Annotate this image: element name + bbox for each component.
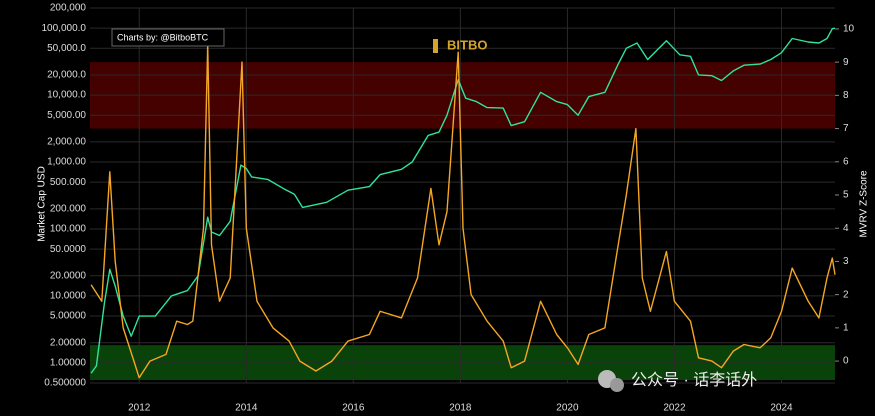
- series-line: [90, 44, 836, 379]
- y2-tick-label: 7: [843, 123, 849, 134]
- watermark-icon: [610, 378, 624, 392]
- y-tick-label: 500.000: [50, 177, 87, 188]
- y-tick-label: 1.00000: [50, 357, 87, 368]
- y-tick-label: 5.00000: [50, 311, 87, 322]
- x-tick-label: 2022: [663, 403, 686, 414]
- y-tick-label: 1,000.00: [47, 157, 86, 168]
- credit: Charts by: @BitboBTC: [117, 32, 209, 42]
- y-tick-label: 20,000.0: [47, 70, 86, 81]
- y-tick-label: 100.000: [50, 224, 87, 235]
- y-tick-label: 200.000: [50, 203, 87, 214]
- y-tick-label: 10,000.0: [47, 90, 86, 101]
- series-line: [90, 27, 836, 374]
- y2-axis-title: MVRV Z-Score: [859, 170, 870, 237]
- y2-tick-label: 3: [843, 256, 849, 267]
- y-tick-label: 2.00000: [50, 337, 87, 348]
- y-tick-label: 100,000.0: [42, 23, 87, 34]
- y2-tick-label: 9: [843, 57, 849, 68]
- y2-tick-label: 8: [843, 90, 849, 101]
- x-tick-label: 2018: [449, 403, 472, 414]
- y-tick-label: 50,000.0: [47, 43, 86, 54]
- watermark: 公众号 · 话李话外: [631, 371, 757, 389]
- y2-tick-label: 5: [843, 190, 849, 201]
- y-tick-label: 5,000.00: [47, 110, 86, 121]
- y-tick-label: 10.0000: [50, 291, 87, 302]
- y-tick-label: 50.0000: [50, 244, 87, 255]
- y2-tick-label: 6: [843, 156, 849, 167]
- x-tick-label: 2024: [770, 403, 793, 414]
- y-tick-label: 0.500000: [44, 378, 86, 389]
- x-tick-label: 2016: [342, 403, 365, 414]
- x-tick-label: 2020: [556, 403, 579, 414]
- y-tick-label: 200,000: [50, 3, 87, 14]
- x-tick-label: 2014: [235, 403, 258, 414]
- y-tick-label: 2,000.00: [47, 137, 86, 148]
- y2-tick-label: 4: [843, 223, 849, 234]
- logo-icon: [433, 39, 438, 53]
- credit-box: [111, 28, 225, 47]
- y2-tick-label: 10: [843, 24, 855, 35]
- y-axis-title: Market Cap USD: [37, 166, 48, 242]
- logo: BITBO: [447, 37, 487, 52]
- y2-tick-label: 1: [843, 323, 849, 334]
- y-tick-label: 20.0000: [50, 270, 87, 281]
- x-tick-label: 2012: [128, 403, 151, 414]
- y2-tick-label: 2: [843, 289, 849, 300]
- y2-tick-label: 0: [843, 356, 849, 367]
- lines: [90, 27, 836, 379]
